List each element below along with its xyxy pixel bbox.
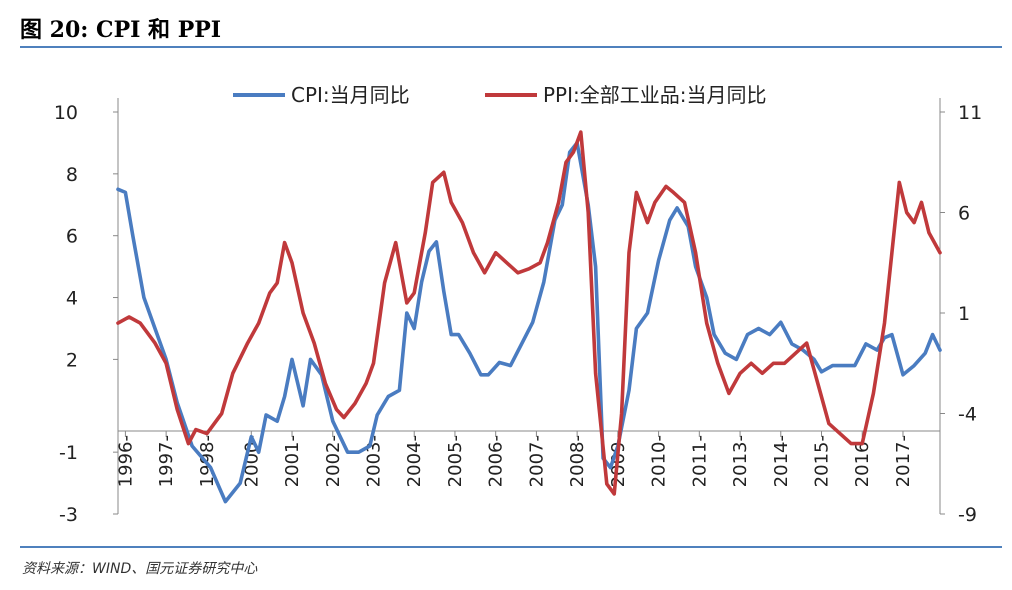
right-y-axis: -9 -4 1 6 11: [940, 102, 982, 526]
left-y-axis: -3 -1 2 4 6 8 10: [54, 102, 118, 526]
right-y-tick-label: -9: [958, 504, 977, 526]
figure-title: 图 20: CPI 和 PPI: [20, 17, 222, 43]
x-tick-label: 2011-: [689, 435, 710, 487]
x-tick-label: 2008-: [567, 435, 588, 487]
x-tick-label: 2007-: [526, 435, 547, 487]
x-tick-label: 2013-: [730, 435, 751, 487]
x-tick-label: 2005-: [445, 435, 466, 487]
x-tick-label: 2006-: [486, 435, 507, 487]
cpi-series-line: [116, 141, 942, 504]
title-divider: [20, 46, 1002, 48]
ppi-series-line: [116, 130, 942, 496]
x-tick-label: 1997-: [156, 435, 177, 487]
left-y-tick-label: 8: [66, 164, 78, 186]
right-y-tick-label: 11: [958, 102, 982, 124]
left-y-tick-label: 6: [66, 226, 78, 248]
x-tick-label: 2004-: [404, 435, 425, 487]
left-y-tick-label: 10: [54, 102, 78, 124]
legend-item-ppi-label: PPI:全部工业品:当月同比: [543, 83, 767, 107]
left-y-tick-label: 4: [66, 288, 78, 310]
x-tick-label: 1996-: [115, 435, 136, 487]
x-tick-label: 2016-: [852, 435, 873, 487]
x-tick-label: 2017-: [893, 435, 914, 487]
x-tick-label: 2003-: [363, 435, 384, 487]
left-y-tick-label: 2: [66, 349, 78, 371]
x-tick-label: 2010-: [649, 435, 670, 487]
left-y-tick-label: -3: [59, 504, 78, 526]
right-y-tick-label: 6: [958, 203, 970, 225]
x-tick-label: 2014-: [771, 435, 792, 487]
source-note: 资料来源：WIND、国元证券研究中心: [22, 561, 258, 577]
right-y-tick-label: -4: [958, 404, 977, 426]
legend: CPI:当月同比 PPI:全部工业品:当月同比: [233, 83, 767, 107]
left-y-tick-label: -1: [59, 442, 78, 464]
x-tick-label: 2001-: [282, 435, 303, 487]
right-y-tick-label: 1: [958, 303, 970, 325]
series-lines: [116, 130, 942, 504]
legend-item-cpi-label: CPI:当月同比: [291, 83, 410, 107]
x-tick-label: 2015-: [812, 435, 833, 487]
footer-divider: [20, 546, 1002, 548]
x-tick-label: 2002-: [323, 435, 344, 487]
x-axis: 1996- 1997- 1998- 2000- 2001- 2002- 2003- 2004-…: [115, 431, 914, 487]
plot-frame: [117, 98, 941, 514]
